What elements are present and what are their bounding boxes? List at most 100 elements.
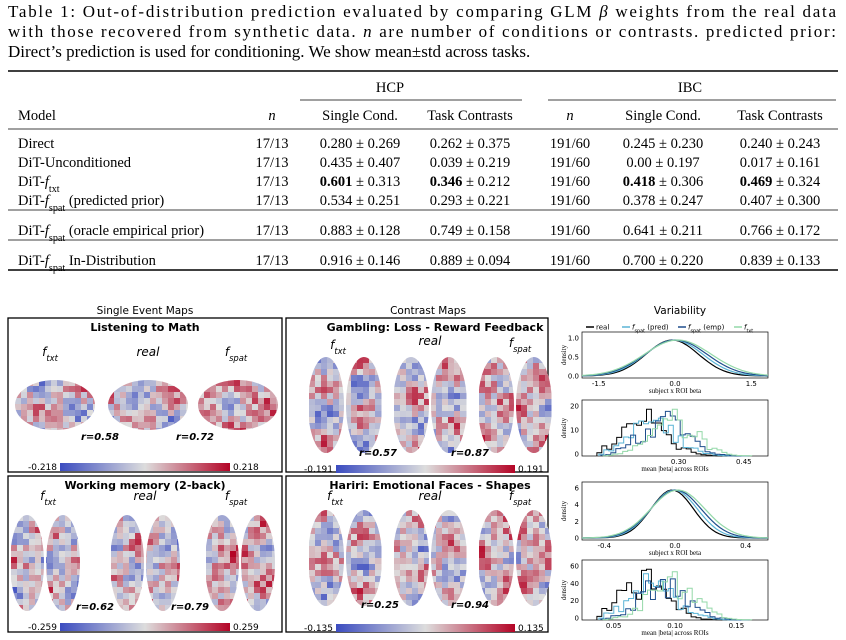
brain-patch (527, 423, 534, 430)
brain-patch (339, 405, 346, 412)
brain-patch (363, 441, 370, 448)
brain-patch (39, 380, 46, 387)
panel-title: Listening to Math (90, 321, 199, 334)
brain-patch (527, 588, 534, 595)
brain-patch (264, 392, 271, 399)
brain-patch (204, 386, 211, 393)
brain-patch (412, 411, 419, 418)
brain-patch (509, 411, 516, 418)
brain-patch (400, 441, 407, 448)
brain-patch (230, 581, 237, 588)
brain-patch (17, 527, 24, 534)
brain-patch (533, 564, 540, 571)
brain-patch (479, 429, 486, 436)
brain-patch (406, 552, 413, 559)
brain-patch (412, 357, 419, 364)
x-axis-label: mean |beta| across ROIs (641, 465, 708, 473)
brain-patch (448, 588, 455, 595)
brain-patch (204, 416, 211, 423)
brain-patch (527, 411, 534, 418)
brain-patch (321, 516, 328, 523)
brain-patch (424, 411, 431, 418)
text-segment: (oracle empirical prior) (65, 223, 204, 239)
brain-patch (539, 387, 546, 394)
brain-patch (333, 423, 340, 430)
brain-patch (515, 411, 522, 418)
brain-patch (436, 558, 443, 565)
text-segment: n (363, 22, 372, 41)
text-segment: txt (746, 329, 753, 335)
brain-patch (147, 581, 154, 588)
brain-patch (363, 516, 370, 523)
brain-patch (71, 569, 78, 576)
brain-patch (527, 447, 534, 453)
table-cell: 191/60 (550, 223, 590, 239)
brain-patch (59, 581, 66, 588)
brain-patch (230, 539, 237, 546)
brain-patch (333, 582, 340, 589)
legend-label: real (596, 324, 609, 332)
brain-patch (260, 569, 267, 576)
brain-patch (406, 516, 413, 523)
brain-patch (129, 581, 136, 588)
brain-patch (108, 404, 115, 411)
brain-patch (400, 582, 407, 589)
brain-patch (351, 516, 358, 523)
brain-patch (224, 581, 231, 588)
brain-patch (369, 552, 376, 559)
x-tick-label: 0.4 (740, 542, 752, 550)
brain-patch (45, 428, 52, 430)
brain-patch (27, 392, 34, 399)
brain-patch (206, 545, 213, 552)
brain-patch (521, 381, 528, 388)
brain-patch (515, 564, 522, 571)
brain-patch (333, 552, 340, 559)
brain-patch (75, 404, 82, 411)
brain-patch (35, 587, 42, 594)
brain-patch (497, 411, 504, 418)
colorbar (336, 465, 515, 473)
brain-patch (418, 399, 425, 406)
x-tick-label: -1.5 (592, 380, 606, 388)
brain-patch (521, 582, 528, 589)
brain-patch (129, 551, 136, 558)
brain-patch (527, 600, 534, 606)
brain-patch (333, 516, 340, 523)
brain-patch (497, 552, 504, 559)
brain-patch (527, 546, 534, 553)
brain-patch (117, 563, 124, 570)
brain-patch (363, 393, 370, 400)
brain-patch (315, 405, 322, 412)
brain-patch (539, 369, 546, 376)
brain-patch (442, 369, 449, 376)
brain-patch (254, 539, 261, 546)
brain-patch (400, 588, 407, 595)
brain-patch (212, 593, 219, 600)
brain-patch (539, 411, 546, 418)
brain-patch (442, 423, 449, 430)
brain-patch (485, 546, 492, 553)
brain-patch (521, 540, 528, 547)
brain-patch (436, 522, 443, 529)
brain-patch (375, 423, 382, 430)
brain-patch (479, 381, 486, 388)
brain-patch (144, 428, 151, 430)
brain-patch (228, 392, 235, 399)
brain-patch (448, 411, 455, 418)
brain-patch (357, 381, 364, 388)
brain-patch (159, 545, 166, 552)
brain-patch (59, 563, 66, 570)
brain-patch (333, 570, 340, 577)
brain-patch (240, 386, 247, 393)
brain-patch (309, 570, 316, 577)
brain-patch (533, 435, 540, 442)
brain-patch (266, 545, 273, 552)
brain (198, 380, 278, 430)
brain-patch (234, 380, 241, 387)
brain-patch (497, 429, 504, 436)
brain-patch (159, 575, 166, 582)
brain-patch (254, 551, 261, 558)
brain-patch (63, 410, 70, 417)
brain-patch (315, 429, 322, 436)
brain-patch (406, 399, 413, 406)
